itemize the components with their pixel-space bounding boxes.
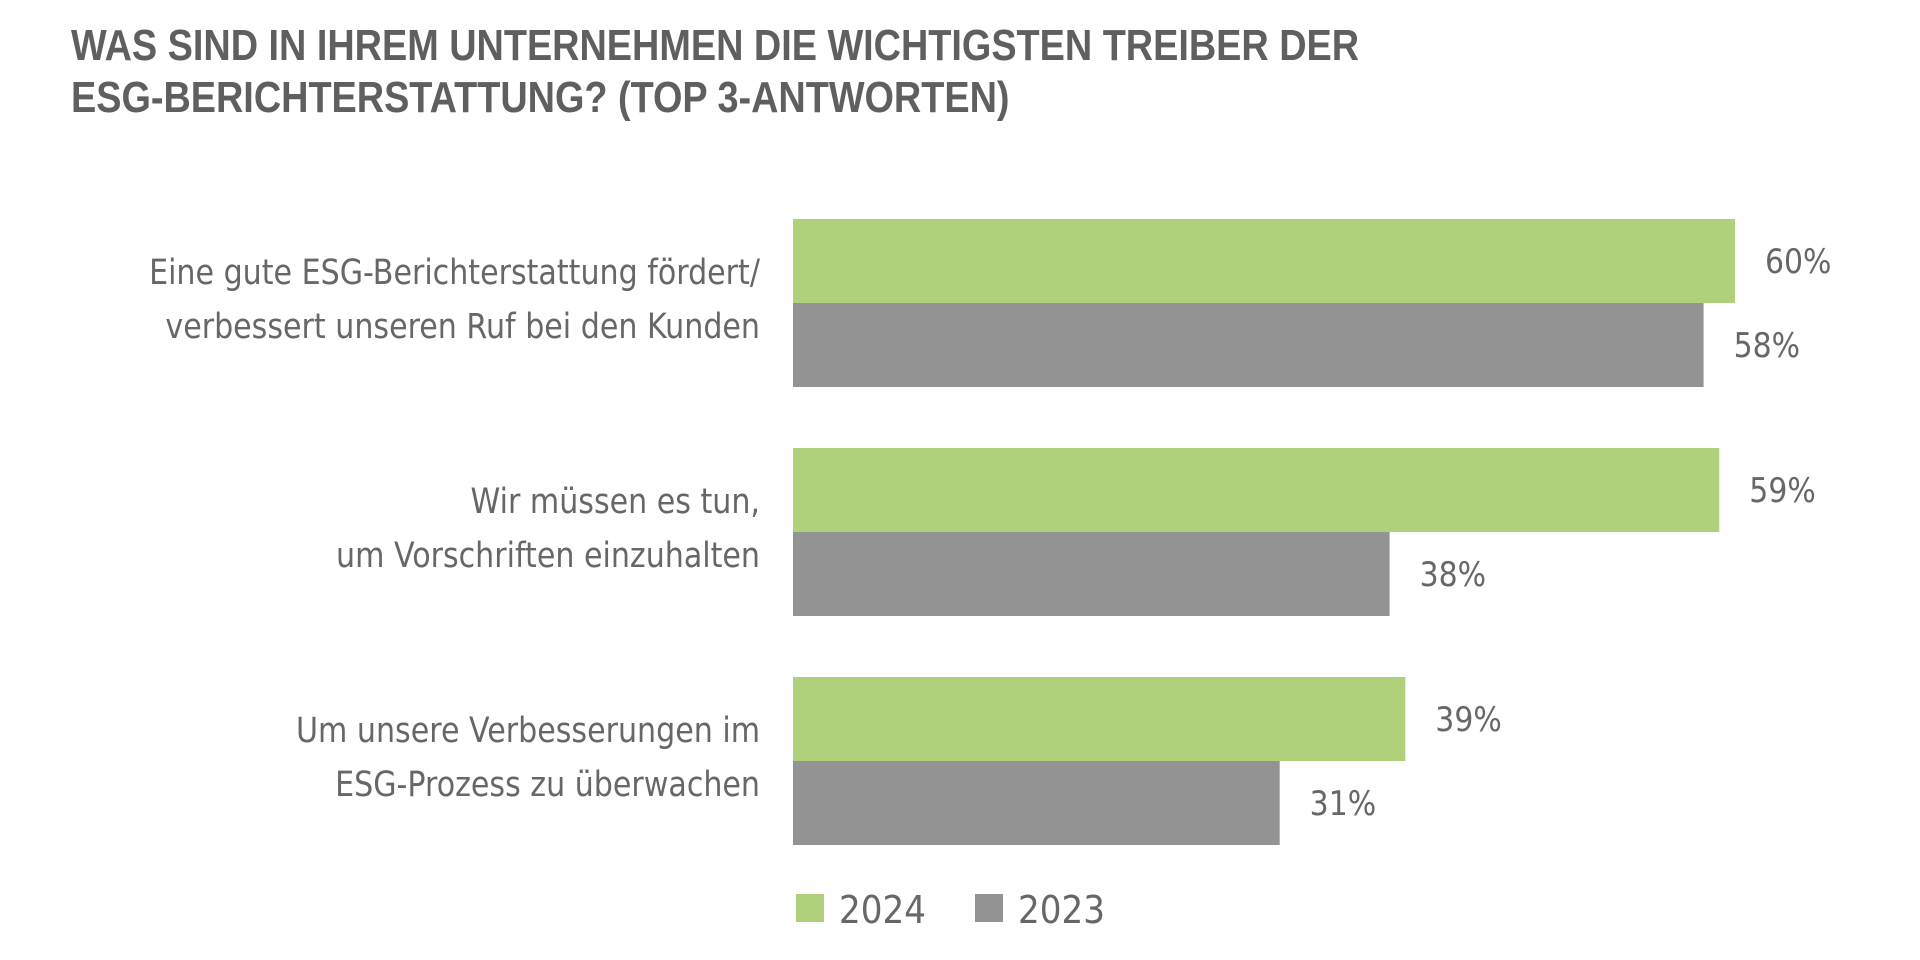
bar-2024	[793, 677, 1406, 761]
bar-group: Um unsere Verbesserungen im ESG-Prozess …	[296, 677, 1502, 845]
legend-swatch	[975, 894, 1003, 922]
category-label: ESG-Prozess zu überwachen	[335, 764, 760, 805]
bar-2023	[793, 761, 1280, 845]
value-label-2024: 59%	[1749, 470, 1815, 510]
bar-2023	[793, 532, 1390, 616]
value-label-2024: 60%	[1765, 241, 1831, 281]
bar-2024	[793, 219, 1735, 303]
legend: 2024 2023	[796, 887, 1105, 932]
value-label-2023: 58%	[1734, 325, 1800, 365]
bar-2024	[793, 448, 1720, 532]
chart-title-line-2: ESG-BERICHTERSTATTUNG? (TOP 3-ANTWORTEN)	[71, 72, 1010, 121]
bar-group: Eine gute ESG-Berichterstattung fördert/…	[149, 219, 1831, 387]
legend-label: 2023	[1018, 887, 1105, 932]
bar-2023	[793, 303, 1704, 387]
category-label: Wir müssen es tun,	[471, 481, 760, 522]
chart-title-line-1: WAS SIND IN IHREM UNTERNEHMEN DIE WICHTI…	[71, 20, 1359, 69]
legend-label: 2024	[839, 887, 926, 932]
legend-item-2024: 2024	[796, 887, 926, 932]
value-label-2023: 38%	[1420, 554, 1486, 594]
category-label: um Vorschriften einzuhalten	[336, 535, 760, 576]
category-label: Eine gute ESG-Berichterstattung fördert/	[149, 252, 760, 293]
value-label-2024: 39%	[1435, 699, 1501, 739]
category-label: Um unsere Verbesserungen im	[296, 710, 760, 751]
legend-swatch	[796, 894, 824, 922]
value-label-2023: 31%	[1310, 783, 1376, 823]
plot-area: Eine gute ESG-Berichterstattung fördert/…	[149, 219, 1831, 845]
category-label: verbessert unseren Ruf bei den Kunden	[165, 306, 760, 347]
legend-item-2023: 2023	[975, 887, 1105, 932]
bar-group: Wir müssen es tun, um Vorschriften einzu…	[336, 448, 1816, 616]
chart-title: WAS SIND IN IHREM UNTERNEHMEN DIE WICHTI…	[71, 20, 1359, 121]
